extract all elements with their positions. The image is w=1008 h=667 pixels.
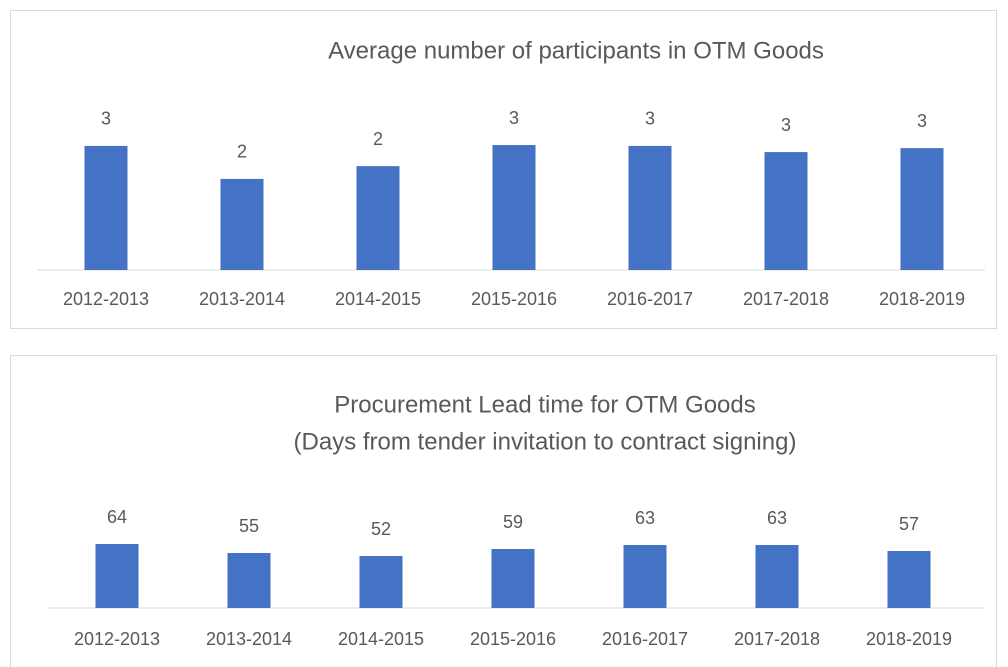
data-label: 57 [899, 514, 919, 534]
data-label: 52 [371, 519, 391, 539]
bar [359, 556, 403, 608]
bar [900, 148, 944, 270]
bar [887, 551, 931, 608]
bar [84, 145, 128, 270]
bar [492, 145, 536, 270]
x-tick-label: 2016-2017 [602, 629, 688, 649]
x-tick-label: 2013-2014 [199, 289, 285, 309]
data-label: 3 [645, 109, 655, 129]
data-label: 64 [107, 507, 127, 527]
bar [227, 553, 271, 608]
x-tick-label: 2014-2015 [338, 629, 424, 649]
x-tick-label: 2012-2013 [74, 629, 160, 649]
x-tick-label: 2015-2016 [470, 629, 556, 649]
chart-frame [10, 355, 997, 667]
data-label: 3 [781, 115, 791, 135]
chart-subtitle: (Days from tender invitation to contract… [294, 428, 797, 455]
chart-title: Procurement Lead time for OTM Goods [334, 391, 756, 418]
x-tick-label: 2017-2018 [734, 629, 820, 649]
data-label: 3 [509, 108, 519, 128]
x-tick-label: 2013-2014 [206, 629, 292, 649]
data-label: 2 [237, 142, 247, 162]
data-label: 2 [373, 129, 383, 149]
x-tick-label: 2017-2018 [743, 289, 829, 309]
bar [220, 178, 264, 270]
x-tick-label: 2015-2016 [471, 289, 557, 309]
bar [628, 145, 672, 270]
chart-title: Average number of participants in OTM Go… [328, 37, 824, 64]
data-label: 55 [239, 516, 259, 536]
data-label: 3 [101, 109, 111, 129]
data-label: 63 [635, 508, 655, 528]
x-tick-label: 2018-2019 [866, 629, 952, 649]
x-tick-label: 2012-2013 [63, 289, 149, 309]
bar [764, 152, 808, 270]
data-label: 59 [503, 512, 523, 532]
bar [95, 544, 139, 608]
bar [491, 549, 535, 608]
data-label: 3 [917, 111, 927, 131]
x-tick-label: 2014-2015 [335, 289, 421, 309]
bar [356, 166, 400, 270]
bar [623, 545, 667, 608]
x-tick-label: 2016-2017 [607, 289, 693, 309]
x-tick-label: 2018-2019 [879, 289, 965, 309]
bar [755, 545, 799, 608]
data-label: 63 [767, 508, 787, 528]
